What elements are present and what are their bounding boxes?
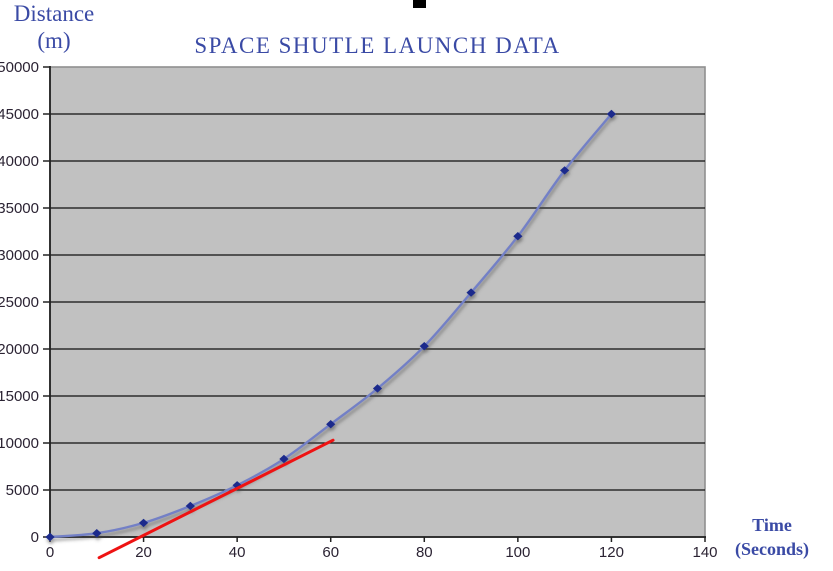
x-tick-label-0: 0 [46, 544, 54, 561]
x-axis-title: Time (Seconds) [712, 513, 832, 561]
x-tick-label-60: 60 [322, 544, 339, 561]
data-point-marker-t30 [185, 501, 195, 511]
y-tick-label-40000: 40000 [0, 153, 39, 170]
data-point-marker-t20 [138, 518, 149, 528]
y-axis-title-line2: (m) [37, 28, 71, 53]
y-tick-label-30000: 30000 [0, 247, 39, 264]
data-point-marker-t0 [45, 532, 55, 542]
data-point-marker-t100 [513, 232, 523, 241]
chart-title: SPACE SHUTLE LAUNCH DATA [194, 33, 561, 58]
y-tick-label-45000: 45000 [0, 106, 39, 123]
y-axis-title-line1: Distance [13, 1, 95, 26]
y-tick-label-0: 0 [31, 529, 39, 546]
y-tick-label-50000: 50000 [0, 59, 39, 76]
x-tick-label-20: 20 [135, 544, 152, 561]
data-point-marker-t70 [372, 384, 383, 393]
data-point-marker-t60 [326, 420, 336, 429]
y-axis-title: Distance (m) [0, 0, 108, 54]
y-tick-label-15000: 15000 [0, 388, 39, 405]
y-tick-label-25000: 25000 [0, 294, 39, 311]
data-series-group [45, 109, 617, 542]
cropped-text-artifact [413, 0, 426, 8]
x-axis-title-line1: Time [752, 515, 792, 535]
red-tangent-line [97, 438, 335, 560]
y-tick-label-10000: 10000 [0, 435, 39, 452]
data-point-marker-t120 [606, 109, 617, 119]
data-point-marker-t10 [92, 529, 102, 538]
y-tick-label-5000: 5000 [6, 482, 39, 499]
x-tick-label-40: 40 [229, 544, 246, 561]
x-axis-title-line2: (Seconds) [734, 539, 809, 559]
y-tick-label-20000: 20000 [0, 341, 39, 358]
data-point-marker-t80 [419, 341, 429, 351]
y-tick-label-35000: 35000 [0, 200, 39, 217]
x-tick-label-80: 80 [416, 544, 433, 561]
x-tick-label-120: 120 [599, 544, 624, 561]
data-point-marker-t110 [560, 166, 570, 175]
data-point-marker-t50 [279, 454, 289, 464]
x-tick-label-100: 100 [505, 544, 530, 561]
x-tick-label-140: 140 [692, 544, 717, 561]
data-point-marker-t90 [466, 288, 476, 297]
